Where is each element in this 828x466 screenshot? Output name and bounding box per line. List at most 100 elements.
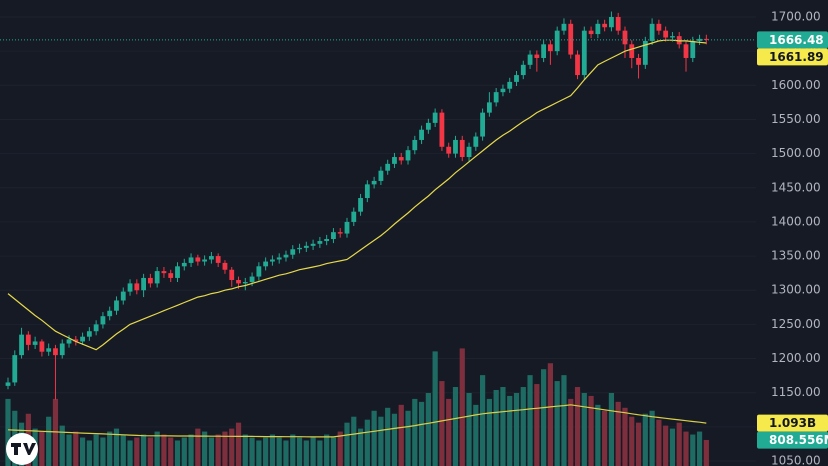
candle-body xyxy=(629,44,635,58)
volume-bar xyxy=(696,431,703,466)
logo-mark[interactable] xyxy=(11,443,36,455)
candle-body xyxy=(25,334,31,345)
candle-body xyxy=(188,257,194,263)
ma-badge: 1661.89 xyxy=(769,50,824,64)
candle-body xyxy=(86,331,92,337)
candle-body xyxy=(202,259,208,262)
volume-bar xyxy=(439,381,445,466)
candle-body xyxy=(378,170,384,181)
volume-bar xyxy=(100,437,106,466)
candle-body xyxy=(507,81,513,89)
candle-body xyxy=(168,273,174,278)
volume-bar xyxy=(520,387,526,466)
candle-body xyxy=(439,112,445,147)
volume-bar xyxy=(93,434,99,466)
volume-bar xyxy=(541,369,547,466)
candle-body xyxy=(154,271,160,284)
candle-body xyxy=(324,239,330,242)
candle-body xyxy=(453,139,458,154)
candle-body xyxy=(337,232,343,234)
volume-bar xyxy=(269,434,276,466)
candle-body xyxy=(5,382,11,386)
price-axis-bg xyxy=(756,0,828,466)
candle-body xyxy=(236,279,241,284)
candle-body xyxy=(263,261,269,267)
volume-bar xyxy=(486,398,492,466)
candle-body xyxy=(344,221,350,234)
volume-bar xyxy=(215,434,221,466)
volume-bar xyxy=(568,398,574,466)
candle-body xyxy=(480,112,485,137)
logo-circle[interactable] xyxy=(6,433,38,465)
candle-body xyxy=(554,30,560,52)
candle-body xyxy=(19,334,24,356)
volume-bar xyxy=(303,440,309,466)
candle-body xyxy=(134,283,140,291)
candle-body xyxy=(385,163,391,171)
volume-bar xyxy=(256,440,262,466)
candle-body xyxy=(229,269,235,280)
candle-body xyxy=(486,102,492,113)
candle-body xyxy=(425,122,431,130)
candle-body xyxy=(514,75,519,82)
moving-average-line xyxy=(7,39,707,351)
volume-ma-badge: 1.093B xyxy=(769,416,816,430)
volume-bar xyxy=(581,392,587,466)
volume-bar xyxy=(418,401,425,466)
volume-bar xyxy=(127,440,133,466)
volume-bar xyxy=(425,392,431,466)
price-tick-label: 1450.00 xyxy=(771,180,821,194)
volume-bar xyxy=(317,440,323,466)
volume-bar xyxy=(635,422,642,466)
ma-badge-bg xyxy=(757,48,828,66)
logo[interactable] xyxy=(6,433,38,465)
candle-body xyxy=(676,36,682,45)
candle-body xyxy=(473,136,479,147)
volume-bar xyxy=(656,419,662,466)
volume-bar xyxy=(452,387,459,466)
price-tick-label: 1350.00 xyxy=(771,249,821,263)
candle-body xyxy=(46,348,52,352)
price-tick-label: 1150.00 xyxy=(771,385,821,399)
last-price-badge-bg xyxy=(757,31,828,49)
candle-body xyxy=(493,92,499,103)
candle-body xyxy=(446,146,452,154)
volume-bar xyxy=(242,434,248,466)
volume-bar xyxy=(276,437,282,466)
candle-body xyxy=(80,336,85,342)
volume-bar xyxy=(405,410,411,466)
price-tick-label: 1300.00 xyxy=(771,283,821,297)
volume-ma-badge-bg xyxy=(757,414,828,432)
candle-body xyxy=(107,310,113,317)
candle-body xyxy=(215,256,221,263)
price-tick-label: 1500.00 xyxy=(771,146,821,160)
volume-bar xyxy=(513,392,520,466)
price-tick-label: 1700.00 xyxy=(771,10,821,24)
candle-body xyxy=(581,30,587,76)
volume-bar xyxy=(378,416,384,466)
candle-body xyxy=(615,17,621,31)
candle-body xyxy=(656,23,662,31)
candle-body xyxy=(670,36,675,38)
candle-body xyxy=(59,343,65,356)
candle-body xyxy=(636,57,641,65)
candle-body xyxy=(303,245,309,248)
volume-bar xyxy=(147,437,153,466)
volume-bar xyxy=(344,422,350,466)
candle-body xyxy=(351,211,357,222)
candle-body xyxy=(649,23,655,41)
candle-body xyxy=(683,44,689,58)
volume-bar xyxy=(554,381,560,466)
volume-bar xyxy=(161,434,167,466)
candle-body xyxy=(290,249,296,255)
candle-body xyxy=(195,257,201,262)
volume-badge: 808.556M xyxy=(769,433,828,447)
volume-bar xyxy=(595,404,601,466)
candle-body xyxy=(398,157,404,161)
candle-body xyxy=(412,139,418,151)
candle-body xyxy=(405,150,411,161)
badges: 1666.48 1661.89 1.093B 808.556M xyxy=(757,31,828,449)
candle-body xyxy=(331,232,336,240)
